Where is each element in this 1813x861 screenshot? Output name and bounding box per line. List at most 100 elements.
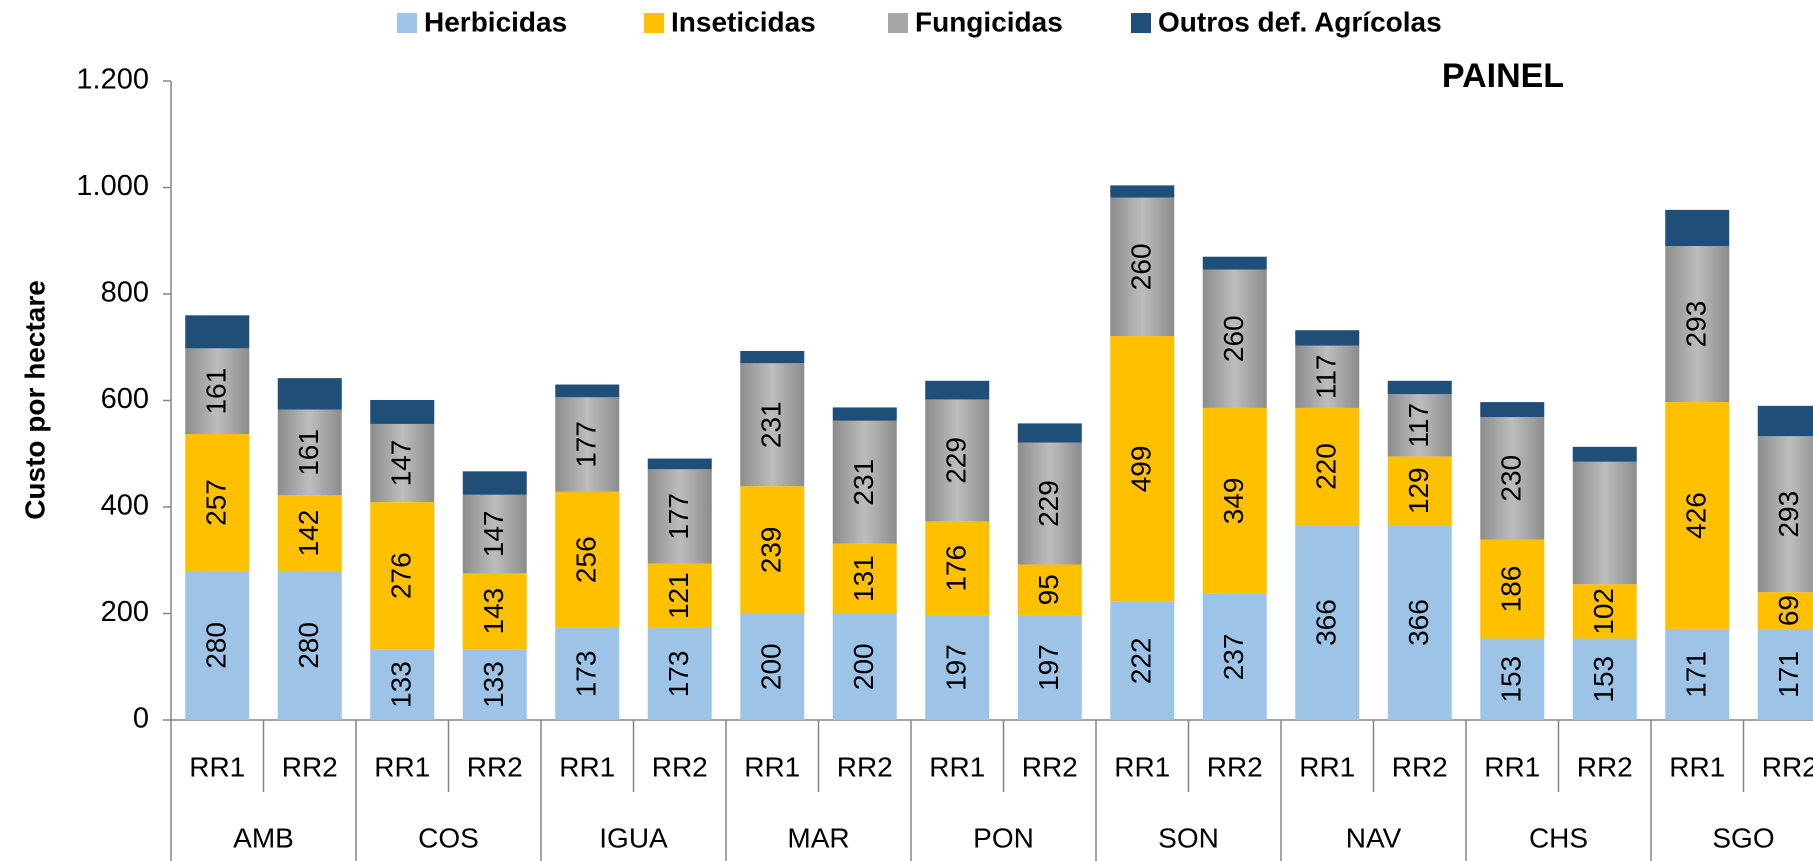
data-label: 161 — [293, 429, 324, 476]
group-label: SON — [1158, 822, 1219, 853]
data-label: 257 — [201, 479, 232, 526]
x-tick-label: RR1 — [1484, 751, 1540, 782]
bar-segment — [832, 420, 897, 544]
bar-segment — [277, 409, 342, 496]
bar-segment — [1572, 446, 1637, 462]
legend-label: Inseticidas — [671, 6, 816, 37]
data-label: 260 — [1218, 315, 1249, 362]
data-label: 239 — [756, 527, 787, 574]
y-tick-label: 0 — [133, 703, 149, 735]
y-tick-label: 600 — [101, 383, 149, 415]
data-label: 231 — [756, 401, 787, 448]
data-label: 349 — [1218, 478, 1249, 525]
bar-segment — [647, 458, 712, 470]
data-label: 133 — [386, 661, 417, 708]
x-tick-label: RR1 — [929, 751, 985, 782]
legend-swatch — [1131, 13, 1151, 33]
bar-segment — [1757, 592, 1813, 629]
bar-segment — [1480, 539, 1545, 639]
data-label: 230 — [1496, 455, 1527, 502]
data-label: 229 — [941, 437, 972, 484]
bar-segment — [370, 502, 435, 650]
bar-segment — [462, 649, 527, 720]
bar-segment — [185, 570, 250, 720]
data-label: 121 — [663, 572, 694, 619]
bar-segment — [1202, 593, 1267, 720]
x-tick-label: RR2 — [1207, 751, 1263, 782]
bar-segment — [1480, 638, 1545, 720]
data-label: 256 — [571, 536, 602, 583]
bar-segment — [1387, 456, 1452, 526]
x-tick-label: RR2 — [652, 751, 708, 782]
bar-segment — [1665, 209, 1730, 247]
data-label: 171 — [1681, 651, 1712, 698]
data-label: 147 — [478, 511, 509, 558]
bar-segment — [1295, 525, 1360, 720]
bar-segment — [1387, 394, 1452, 457]
bar-segment — [1387, 380, 1452, 395]
data-label: 171 — [1773, 651, 1804, 698]
x-tick-label: RR1 — [744, 751, 800, 782]
data-label: 177 — [571, 421, 602, 468]
data-label: 95 — [1033, 574, 1064, 605]
bar-segment — [1110, 185, 1175, 198]
data-label: 293 — [1681, 301, 1712, 348]
bar-segment — [740, 350, 805, 364]
data-label: 197 — [1033, 644, 1064, 691]
x-tick-label: RR1 — [1299, 751, 1355, 782]
bar-segment — [925, 380, 990, 400]
x-tick-label: RR1 — [1669, 751, 1725, 782]
group-label: COS — [418, 822, 479, 853]
data-label: 161 — [201, 368, 232, 415]
bar-segment — [1017, 615, 1082, 720]
bar-segment — [277, 570, 342, 720]
group-label: PON — [973, 822, 1034, 853]
bar-segment — [1387, 525, 1452, 720]
legend-swatch — [888, 13, 908, 33]
bar-segment — [555, 627, 620, 720]
group-label: SGO — [1712, 822, 1774, 853]
data-label: 276 — [386, 552, 417, 599]
data-label: 200 — [756, 643, 787, 690]
data-label: 260 — [1126, 243, 1157, 290]
chart-title: PAINEL — [1442, 57, 1564, 95]
bar-segment — [1665, 628, 1730, 720]
data-label: 117 — [1311, 354, 1342, 399]
bar-segment — [1480, 402, 1545, 418]
bar-segment — [925, 521, 990, 616]
bar-segment — [832, 407, 897, 421]
x-tick-label: RR1 — [189, 751, 245, 782]
bar-segment — [1665, 402, 1730, 629]
bar-segment — [1665, 246, 1730, 403]
bar-segment — [1202, 256, 1267, 270]
bar-segment — [1110, 601, 1175, 720]
data-label: 147 — [386, 440, 417, 487]
bar-segment — [1202, 269, 1267, 408]
bar-segment — [1295, 330, 1360, 346]
x-tick-label: RR2 — [1577, 751, 1633, 782]
bar-segment — [647, 563, 712, 628]
legend-label: Herbicidas — [424, 6, 567, 37]
bar-segment — [1757, 405, 1813, 437]
x-tick-label: RR2 — [1392, 751, 1448, 782]
x-tick-label: RR2 — [837, 751, 893, 782]
data-label: 153 — [1588, 656, 1619, 703]
legend-label: Fungicidas — [915, 6, 1063, 37]
group-label: AMB — [233, 822, 294, 853]
bar-segment — [185, 434, 250, 571]
data-label: 186 — [1496, 566, 1527, 613]
y-tick-label: 1.200 — [76, 64, 149, 96]
data-label: 143 — [478, 588, 509, 635]
data-label: 366 — [1311, 599, 1342, 646]
data-label: 229 — [1033, 480, 1064, 527]
x-tick-label: RR2 — [467, 751, 523, 782]
y-tick-label: 1.000 — [76, 170, 149, 202]
bar-segment — [185, 315, 250, 349]
bar-segment — [925, 615, 990, 720]
legend-swatch — [644, 13, 664, 33]
data-label: 117 — [1403, 403, 1434, 448]
group-label: MAR — [787, 822, 849, 853]
data-label: 231 — [848, 459, 879, 506]
